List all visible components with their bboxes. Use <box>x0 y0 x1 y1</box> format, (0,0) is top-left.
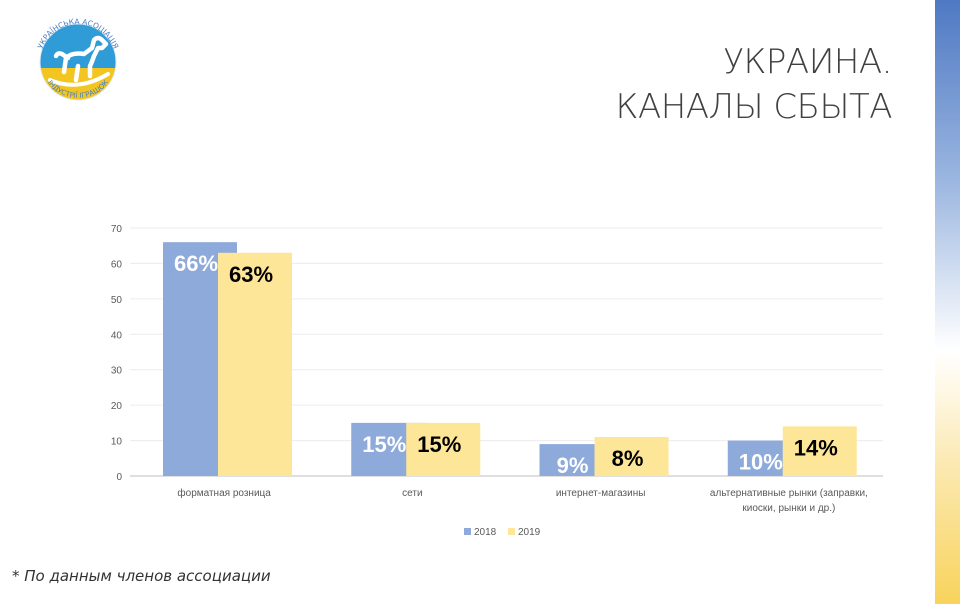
footnote: * По данным членов ассоциации <box>12 567 271 585</box>
legend-label-2018: 2018 <box>474 527 497 538</box>
legend-label-2019: 2019 <box>518 527 541 538</box>
data-label: 8% <box>612 446 644 471</box>
legend-swatch-2019 <box>508 528 515 535</box>
title-line-2: КАНАЛЫ СБЫТА <box>615 87 893 127</box>
x-tick-label: альтернативные рынки (заправки, <box>710 488 868 499</box>
bar-2019-2 <box>406 422 481 476</box>
rocking-horse-icon <box>48 35 110 87</box>
x-tick-label: киоски, рынки и др.) <box>742 503 835 514</box>
bar-2019-4 <box>782 426 857 476</box>
association-logo: УКРАЇНСЬКА АСОЦІАЦІЯ ІНДУСТРІЇ ІГРАШОК <box>28 10 128 110</box>
bar-2019-3 <box>594 437 669 476</box>
y-tick-label: 20 <box>111 401 123 412</box>
data-label: 63% <box>229 262 273 287</box>
y-tick-label: 10 <box>111 437 123 448</box>
x-tick-label: интернет-магазины <box>556 488 646 499</box>
y-tick-label: 50 <box>111 295 123 306</box>
y-tick-label: 0 <box>116 472 122 483</box>
data-label: 10% <box>739 450 783 475</box>
data-label: 15% <box>417 432 461 457</box>
decorative-side-stripe <box>935 0 960 604</box>
x-tick-label: сети <box>402 488 422 499</box>
data-label: 9% <box>557 453 589 478</box>
x-tick-label: форматная розница <box>177 487 271 499</box>
title-line-1: УКРАИНА. <box>723 42 892 82</box>
data-label: 14% <box>794 435 838 460</box>
page-title: УКРАИНА. КАНАЛЫ СБЫТА <box>615 40 893 130</box>
data-label: 15% <box>362 432 406 457</box>
y-tick-label: 60 <box>111 259 123 270</box>
y-tick-label: 40 <box>111 330 123 341</box>
y-tick-label: 70 <box>111 224 123 235</box>
y-tick-label: 30 <box>111 366 123 377</box>
data-label: 66% <box>174 251 218 276</box>
bar-2019-1 <box>218 252 292 476</box>
legend-swatch-2018 <box>464 528 471 535</box>
